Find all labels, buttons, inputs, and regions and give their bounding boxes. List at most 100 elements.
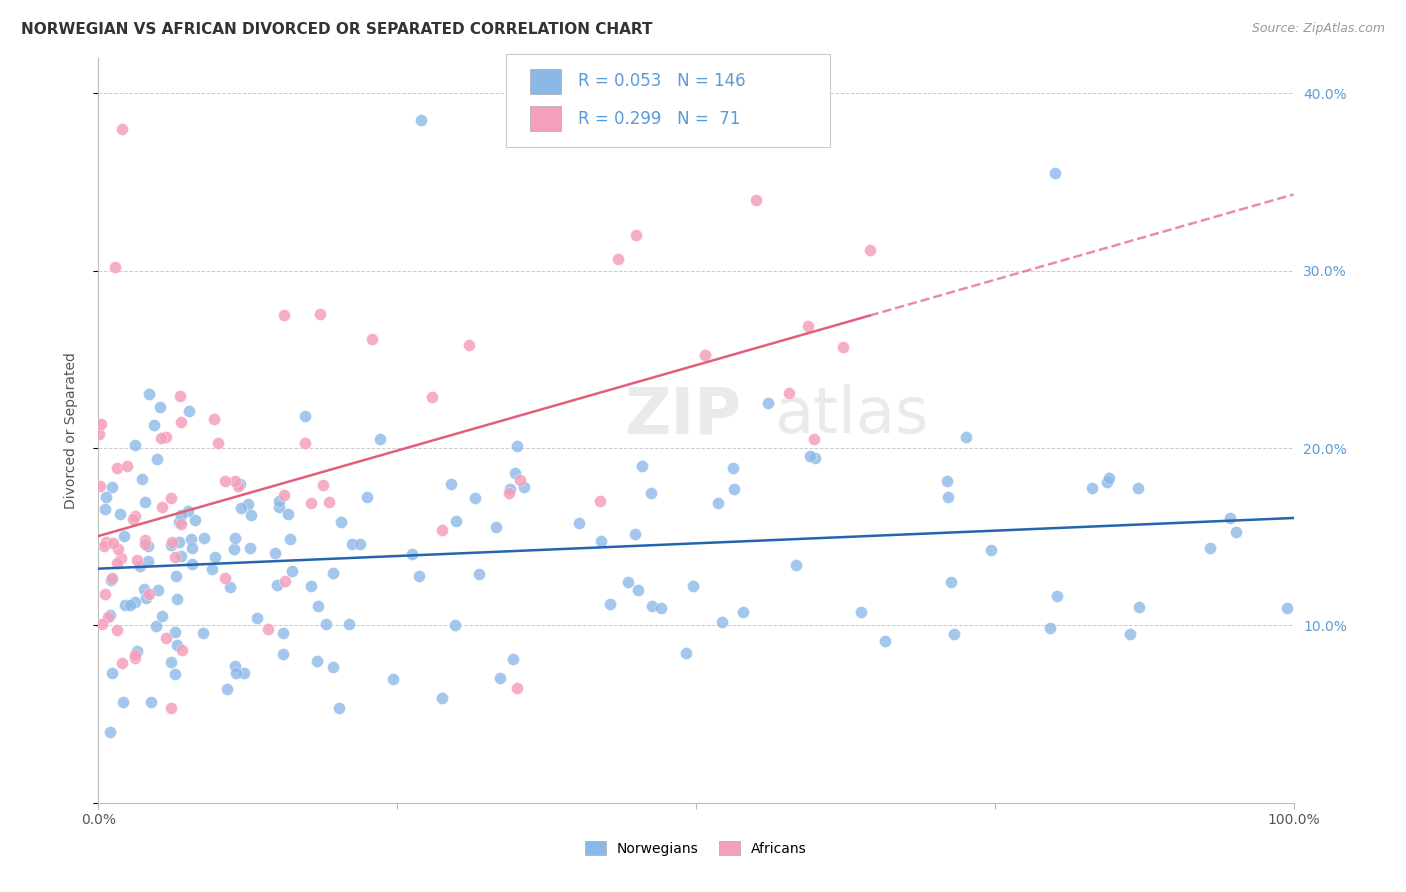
Point [97,610,120,624]
Point [134,533,156,548]
Point [1126,481,1149,495]
Point [204,550,226,565]
Point [509,473,531,487]
Point [328,700,350,714]
Point [225,665,247,680]
Point [155,631,177,645]
Point [299,496,322,510]
Point [626,228,648,243]
Legend: Norwegians, Africans: Norwegians, Africans [578,834,814,863]
Point [160,701,183,715]
Point [101,571,124,585]
Point [135,591,157,606]
Point [91,617,114,632]
Point [305,654,328,668]
Point [627,583,650,598]
Point [131,472,153,486]
Point [129,558,152,573]
Point [100,573,122,587]
Point [401,548,423,562]
Point [124,651,146,665]
Point [169,389,191,403]
Point [485,520,508,534]
Point [256,622,278,636]
Point [939,574,962,589]
Point [361,333,384,347]
Point [177,503,200,517]
Point [294,409,316,423]
Point [1039,621,1062,635]
Point [166,591,188,606]
Point [513,480,536,494]
Point [134,537,156,551]
Point [112,695,135,709]
Text: atlas: atlas [773,384,928,447]
Point [936,474,959,488]
Point [167,535,190,549]
Point [464,491,486,505]
Point [804,451,827,466]
Point [111,656,134,670]
Point [756,395,779,409]
Point [169,508,191,523]
Point [420,390,443,404]
Point [936,491,959,505]
Point [170,549,193,563]
Y-axis label: Divorced or Separated: Divorced or Separated [63,352,77,508]
Point [322,566,344,580]
Point [239,508,262,522]
Point [170,516,193,531]
Point [745,193,768,207]
Point [124,648,146,662]
Point [707,496,730,510]
Point [315,616,337,631]
Point [641,599,664,614]
Point [110,551,132,566]
Point [224,658,246,673]
Point [710,615,733,629]
Point [650,601,672,615]
Point [90,417,112,432]
Point [124,438,146,452]
Point [101,480,124,494]
Point [93,502,115,516]
Point [785,558,807,572]
Point [89,479,111,493]
Point [124,509,146,524]
Point [1275,601,1298,615]
Point [224,474,246,488]
Point [177,404,200,418]
Point [943,627,966,641]
Point [430,691,453,706]
Point [723,483,745,497]
Point [849,605,872,619]
Point [202,412,225,426]
Text: ZIP: ZIP [624,384,741,447]
Point [322,660,344,674]
Point [299,579,322,593]
Point [1199,541,1222,555]
Point [267,494,290,508]
Point [568,516,591,531]
Point [312,478,335,492]
Point [277,507,299,521]
Point [150,608,173,623]
Point [160,491,183,506]
Point [273,308,295,322]
Point [224,531,246,545]
Point [599,597,621,611]
Point [132,582,155,596]
Point [193,625,215,640]
Point [1118,627,1140,641]
Point [274,574,297,588]
Point [832,341,855,355]
Point [778,386,800,401]
Point [1098,471,1121,485]
Point [145,619,167,633]
Point [229,500,252,515]
Point [271,647,294,661]
Point [1046,589,1069,603]
Point [239,541,262,555]
Point [381,672,404,686]
Point [165,549,187,564]
